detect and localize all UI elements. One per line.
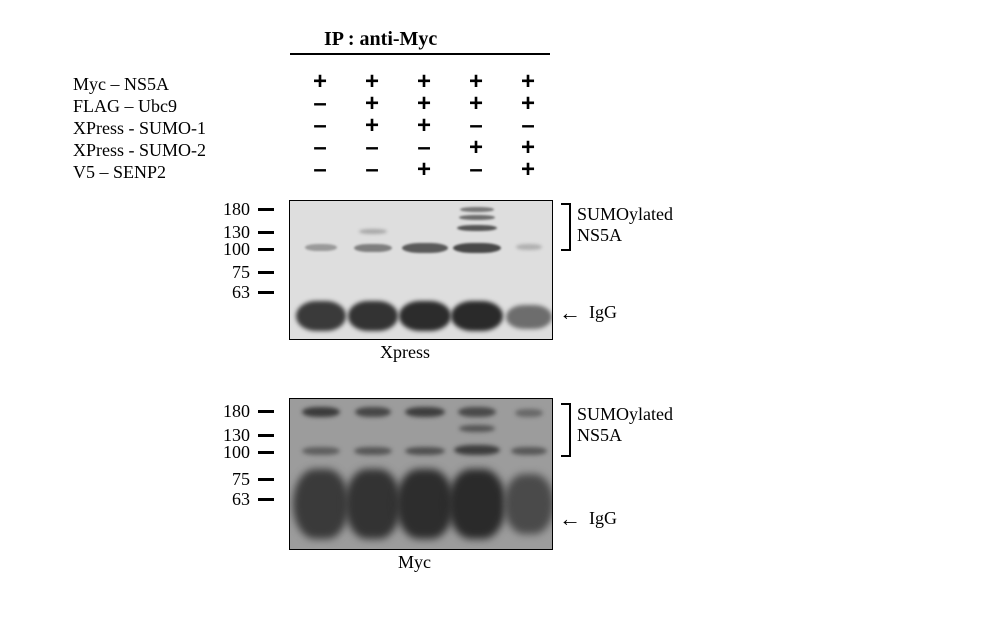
condition-symbol: –: [402, 138, 446, 158]
condition-symbol: +: [454, 72, 498, 92]
condition-symbol: +: [402, 94, 446, 114]
condition-symbol: +: [506, 94, 550, 114]
condition-symbol: –: [298, 160, 342, 180]
blot-band: [516, 244, 542, 250]
blot-band: [396, 469, 454, 539]
condition-symbol: –: [506, 116, 550, 136]
blot-band: [345, 469, 400, 539]
mw-marker-tick: [258, 231, 274, 234]
condition-label: FLAG – Ubc9: [73, 96, 177, 117]
condition-symbol: +: [298, 72, 342, 92]
blot-band: [405, 447, 446, 455]
blot-band: [302, 407, 340, 417]
condition-symbol: +: [402, 160, 446, 180]
blot-band: [515, 409, 544, 417]
arrow-annotation: ←: [559, 506, 581, 532]
bracket-annotation: [559, 204, 571, 250]
mw-marker-label: 180: [210, 199, 250, 220]
blot-band: [506, 305, 552, 329]
blot-band: [399, 301, 452, 331]
mw-marker-tick: [258, 208, 274, 211]
bracket-annotation: [559, 404, 571, 456]
condition-symbol: +: [402, 72, 446, 92]
arrow-label: IgG: [589, 302, 617, 323]
condition-symbol: +: [350, 94, 394, 114]
mw-marker-label: 75: [210, 262, 250, 283]
blot-band: [448, 469, 506, 539]
blot-band: [454, 445, 500, 455]
mw-marker-tick: [258, 434, 274, 437]
blot-band: [460, 207, 494, 212]
arrow-label: IgG: [589, 508, 617, 529]
condition-symbol: +: [402, 116, 446, 136]
blot-panel: [289, 200, 553, 340]
mw-marker-tick: [258, 410, 274, 413]
ip-underline: [290, 53, 550, 55]
mw-marker-tick: [258, 478, 274, 481]
blot-band: [354, 447, 392, 455]
condition-symbol: –: [454, 160, 498, 180]
blot-band: [453, 243, 501, 253]
blot-band: [504, 474, 553, 534]
figure-root: IP : anti-Myc Myc – NS5A+++++FLAG – Ubc9…: [0, 0, 1002, 620]
panel-name: Myc: [398, 552, 431, 573]
blot-band: [451, 301, 504, 331]
condition-symbol: +: [454, 94, 498, 114]
condition-symbol: –: [298, 138, 342, 158]
mw-marker-label: 63: [210, 282, 250, 303]
mw-marker-label: 75: [210, 469, 250, 490]
blot-band: [511, 447, 547, 455]
blot-band: [302, 447, 340, 455]
blot-band: [296, 301, 346, 331]
mw-marker-tick: [258, 451, 274, 454]
mw-marker-label: 63: [210, 489, 250, 510]
condition-symbol: –: [350, 138, 394, 158]
condition-label: V5 – SENP2: [73, 162, 166, 183]
blot-panel: [289, 398, 553, 550]
condition-symbol: –: [454, 116, 498, 136]
blot-band: [402, 243, 448, 253]
mw-marker-tick: [258, 498, 274, 501]
condition-symbol: –: [298, 116, 342, 136]
blot-band: [359, 229, 388, 234]
condition-label: XPress - SUMO-2: [73, 140, 206, 161]
condition-symbol: +: [506, 72, 550, 92]
condition-symbol: +: [506, 160, 550, 180]
bracket-label: SUMOylated NS5A: [577, 204, 673, 246]
condition-symbol: –: [350, 160, 394, 180]
blot-band: [457, 225, 498, 231]
mw-marker-label: 100: [210, 239, 250, 260]
mw-marker-tick: [258, 271, 274, 274]
condition-symbol: +: [454, 138, 498, 158]
blot-band: [354, 244, 392, 252]
mw-marker-label: 180: [210, 401, 250, 422]
mw-marker-tick: [258, 291, 274, 294]
blot-band: [459, 215, 495, 220]
condition-symbol: –: [298, 94, 342, 114]
blot-band: [348, 301, 398, 331]
bracket-label: SUMOylated NS5A: [577, 404, 673, 446]
blot-band: [305, 244, 336, 251]
condition-symbol: +: [506, 138, 550, 158]
condition-symbol: +: [350, 116, 394, 136]
arrow-annotation: ←: [559, 300, 581, 326]
mw-marker-tick: [258, 248, 274, 251]
blot-band: [405, 407, 446, 417]
blot-band: [459, 425, 495, 432]
blot-band: [355, 407, 391, 417]
panel-name: Xpress: [380, 342, 430, 363]
blot-band: [293, 469, 348, 539]
condition-symbol: +: [350, 72, 394, 92]
condition-label: Myc – NS5A: [73, 74, 169, 95]
condition-label: XPress - SUMO-1: [73, 118, 206, 139]
mw-marker-label: 100: [210, 442, 250, 463]
blot-band: [458, 407, 496, 417]
ip-header: IP : anti-Myc: [324, 28, 437, 51]
